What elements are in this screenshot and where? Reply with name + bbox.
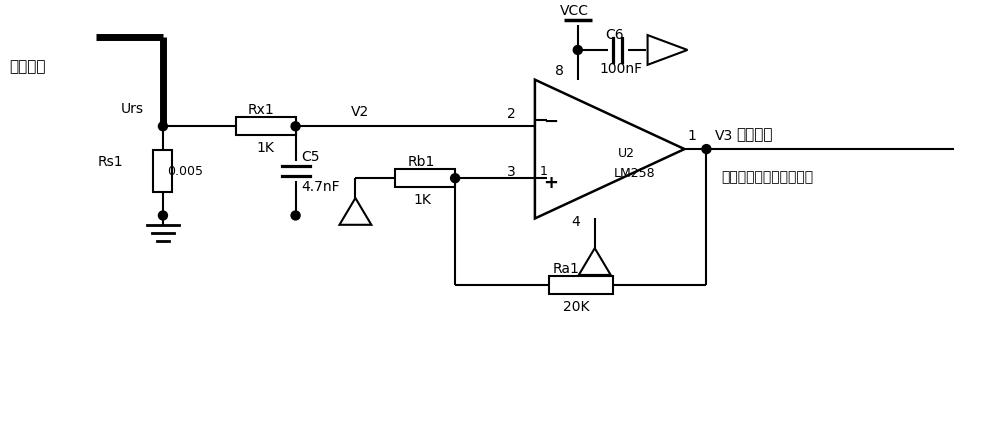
Circle shape	[291, 211, 300, 220]
Bar	[395, 169, 455, 187]
Text: 1: 1	[540, 165, 548, 178]
Circle shape	[573, 45, 582, 54]
Bar	[236, 117, 296, 135]
Text: VCC: VCC	[560, 4, 589, 18]
Polygon shape	[579, 248, 611, 275]
Text: 接反馈模块比较器输入端: 接反馈模块比较器输入端	[721, 170, 814, 184]
Circle shape	[451, 174, 460, 183]
Text: U2: U2	[618, 147, 635, 160]
Text: 20K: 20K	[563, 300, 589, 314]
Text: 0.005: 0.005	[167, 165, 203, 178]
Text: 3: 3	[507, 165, 516, 179]
Text: LM258: LM258	[614, 167, 655, 180]
Bar	[153, 150, 172, 192]
Text: 4: 4	[572, 215, 581, 230]
Text: −: −	[543, 113, 558, 131]
Text: Rs1: Rs1	[98, 155, 124, 169]
Text: 4.7nF: 4.7nF	[302, 180, 340, 194]
Circle shape	[158, 211, 167, 220]
Text: V3: V3	[714, 129, 733, 143]
Text: Ra1: Ra1	[553, 262, 580, 276]
Polygon shape	[339, 198, 371, 225]
Text: +: +	[543, 174, 558, 192]
Text: Urs: Urs	[121, 102, 144, 116]
Circle shape	[158, 122, 167, 131]
Text: 负载通路: 负载通路	[9, 60, 46, 74]
Text: 反馈信号: 反馈信号	[736, 127, 773, 142]
Text: 1K: 1K	[413, 193, 431, 207]
Circle shape	[291, 122, 300, 131]
Text: 1: 1	[687, 129, 696, 143]
Text: C5: C5	[302, 150, 320, 164]
Bar	[549, 276, 613, 294]
Text: 8: 8	[555, 64, 564, 78]
Text: Rx1: Rx1	[248, 103, 274, 117]
Text: V2: V2	[350, 105, 369, 119]
Circle shape	[702, 144, 711, 153]
Text: 100nF: 100nF	[600, 62, 643, 76]
Text: 2: 2	[507, 107, 516, 121]
Text: C6: C6	[606, 28, 624, 42]
Text: 1K: 1K	[257, 141, 275, 155]
Text: Rb1: Rb1	[407, 155, 435, 169]
